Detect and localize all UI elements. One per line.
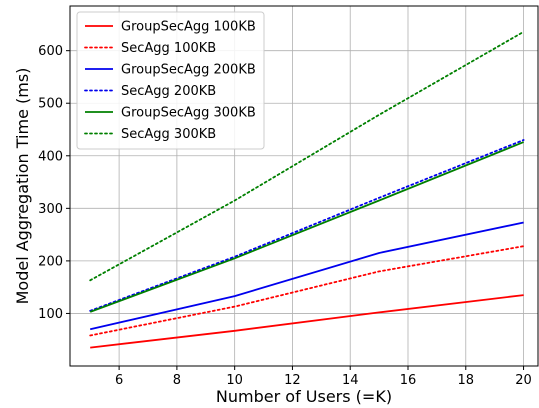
legend-label: GroupSecAgg 300KB xyxy=(121,106,256,121)
series-line xyxy=(89,139,525,312)
legend-label: GroupSecAgg 200KB xyxy=(121,63,256,78)
x-tick-label: 8 xyxy=(173,373,181,388)
series-line xyxy=(89,141,524,313)
series-line xyxy=(89,221,524,331)
y-tick-label: 400 xyxy=(38,149,63,164)
y-tick-label: 600 xyxy=(38,44,63,59)
x-tick-label: 20 xyxy=(515,373,532,388)
y-tick-label: 200 xyxy=(38,254,63,269)
legend-box xyxy=(76,11,265,150)
series-line xyxy=(89,30,525,282)
series-lines xyxy=(89,30,525,349)
legend-label: SecAgg 300KB xyxy=(121,127,216,142)
legend-label: SecAgg 100KB xyxy=(121,41,216,56)
axis-ticks: 6 8 10 12 14 16 18 20 100 200 300 400 500 600 xyxy=(38,44,532,388)
x-tick-label: 6 xyxy=(115,373,123,388)
y-tick-label: 300 xyxy=(38,202,63,217)
plot-frame xyxy=(69,5,539,367)
series-line xyxy=(90,294,524,349)
legend-label: SecAgg 200KB xyxy=(121,84,216,99)
y-tick-label: 100 xyxy=(38,307,63,322)
x-tick-label: 12 xyxy=(284,373,301,388)
series-line xyxy=(89,245,525,337)
x-tick-label: 10 xyxy=(226,373,243,388)
x-tick-label: 18 xyxy=(458,373,475,388)
y-tick-label: 500 xyxy=(38,97,63,112)
legend: GroupSecAgg 100KB SecAgg 100KB GroupSecAgg… xyxy=(76,11,265,150)
x-tick-label: 14 xyxy=(342,373,359,388)
legend-label: GroupSecAgg 100KB xyxy=(121,20,256,35)
x-axis-title: Number of Users (=K) xyxy=(216,387,392,406)
y-axis-title: Model Aggregation Time (ms) xyxy=(13,68,32,305)
x-tick-label: 16 xyxy=(400,373,417,388)
